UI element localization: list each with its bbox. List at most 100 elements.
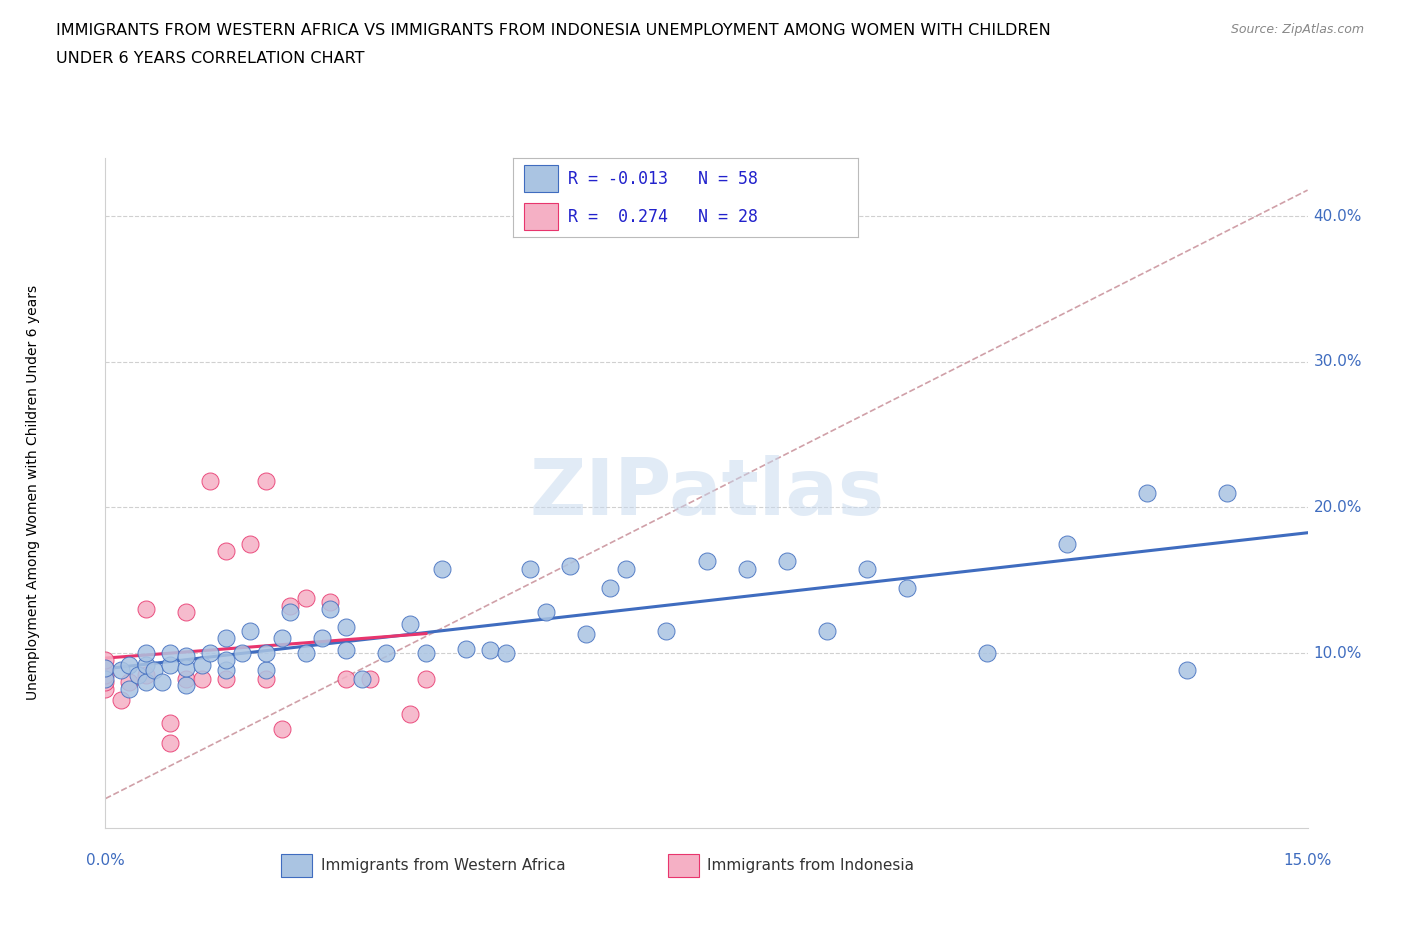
Point [214, 544, 236, 559]
Point [118, 658, 141, 672]
Point [118, 674, 141, 689]
Point [190, 671, 212, 686]
Point [1177, 663, 1199, 678]
Point [696, 554, 718, 569]
Point [159, 715, 181, 730]
Text: UNDER 6 YEARS CORRELATION CHART: UNDER 6 YEARS CORRELATION CHART [56, 51, 364, 66]
Point [135, 668, 157, 683]
Point [110, 692, 132, 707]
Point [599, 580, 621, 595]
Point [735, 561, 758, 576]
Point [94, 668, 117, 683]
Point [295, 591, 318, 605]
Text: 20.0%: 20.0% [1313, 500, 1362, 515]
Point [655, 624, 678, 639]
Point [254, 645, 277, 660]
Point [415, 645, 437, 660]
Point [127, 668, 149, 683]
Point [295, 645, 318, 660]
Point [399, 707, 422, 722]
Point [575, 627, 598, 642]
Point [479, 643, 502, 658]
Point [896, 580, 918, 595]
Point [270, 631, 292, 646]
Point [335, 619, 357, 634]
Point [335, 643, 357, 658]
Text: R =  0.274   N = 28: R = 0.274 N = 28 [568, 207, 758, 226]
Point [776, 554, 799, 569]
Point [1056, 537, 1078, 551]
Point [399, 617, 422, 631]
Point [135, 602, 157, 617]
Point [239, 537, 262, 551]
Text: Immigrants from Indonesia: Immigrants from Indonesia [707, 858, 914, 873]
Point [159, 645, 181, 660]
Point [118, 682, 141, 697]
Point [319, 602, 342, 617]
Point [94, 653, 117, 668]
Point [374, 645, 398, 660]
Point [174, 671, 197, 686]
Text: 30.0%: 30.0% [1313, 354, 1362, 369]
Point [311, 631, 333, 646]
Text: ZIPatlas: ZIPatlas [529, 455, 884, 531]
Point [174, 604, 197, 619]
Text: IMMIGRANTS FROM WESTERN AFRICA VS IMMIGRANTS FROM INDONESIA UNEMPLOYMENT AMONG W: IMMIGRANTS FROM WESTERN AFRICA VS IMMIGR… [56, 23, 1052, 38]
Point [350, 671, 373, 686]
Point [214, 631, 236, 646]
Point [495, 645, 517, 660]
Text: Source: ZipAtlas.com: Source: ZipAtlas.com [1230, 23, 1364, 36]
Point [1216, 485, 1239, 500]
Point [94, 682, 117, 697]
Point [415, 671, 437, 686]
Text: 0.0%: 0.0% [86, 853, 125, 868]
Point [174, 660, 197, 675]
Point [254, 473, 277, 488]
Point [335, 671, 357, 686]
Point [430, 561, 453, 576]
Point [214, 653, 236, 668]
Point [198, 473, 221, 488]
Point [198, 645, 221, 660]
Point [174, 648, 197, 663]
Point [150, 674, 173, 689]
Point [214, 671, 236, 686]
Point [231, 645, 253, 660]
Point [142, 663, 165, 678]
Point [560, 558, 582, 573]
Point [94, 674, 117, 689]
Text: 15.0%: 15.0% [1284, 853, 1331, 868]
Point [278, 599, 301, 614]
Point [855, 561, 877, 576]
FancyBboxPatch shape [523, 203, 558, 230]
Point [278, 604, 301, 619]
Point [94, 660, 117, 675]
Point [135, 658, 157, 672]
Point [976, 645, 998, 660]
Point [519, 561, 541, 576]
Point [174, 678, 197, 693]
Point [534, 604, 557, 619]
Point [94, 660, 117, 675]
Text: 10.0%: 10.0% [1313, 645, 1362, 660]
Point [270, 722, 292, 737]
Point [815, 624, 838, 639]
Point [254, 663, 277, 678]
Point [190, 658, 212, 672]
Point [135, 674, 157, 689]
Point [319, 594, 342, 609]
Point [359, 671, 381, 686]
FancyBboxPatch shape [668, 854, 699, 877]
Point [454, 641, 477, 656]
Point [94, 671, 117, 686]
Text: Unemployment Among Women with Children Under 6 years: Unemployment Among Women with Children U… [27, 286, 41, 700]
Point [214, 663, 236, 678]
Point [616, 561, 638, 576]
Text: Immigrants from Western Africa: Immigrants from Western Africa [321, 858, 565, 873]
FancyBboxPatch shape [523, 166, 558, 193]
Point [159, 736, 181, 751]
Point [135, 645, 157, 660]
Point [159, 658, 181, 672]
Point [254, 671, 277, 686]
Point [239, 624, 262, 639]
